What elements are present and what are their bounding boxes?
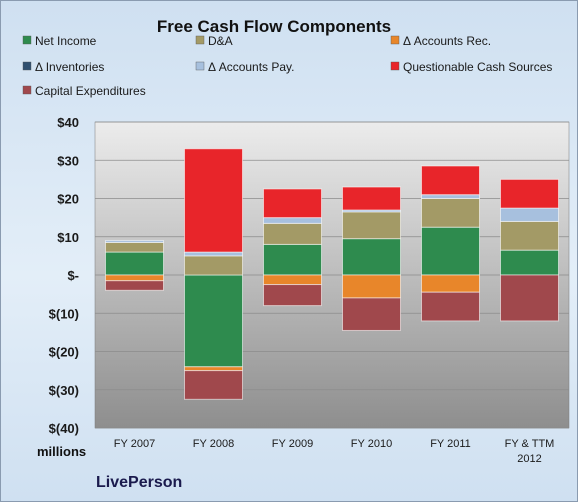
y-tick-label: $30 bbox=[57, 153, 79, 168]
y-tick-label: $(10) bbox=[49, 306, 79, 321]
legend-label-delta-accounts-pay: Δ Accounts Pay. bbox=[208, 60, 295, 74]
bar-questionable-cash-sources bbox=[263, 188, 322, 219]
x-tick-label: FY 2007 bbox=[114, 438, 155, 450]
bar-danda bbox=[421, 198, 480, 228]
bar-delta-accounts-rec bbox=[421, 274, 480, 293]
bar-net-income bbox=[105, 251, 164, 276]
bar-delta-accounts-pay bbox=[105, 240, 164, 243]
y-tick-label: $10 bbox=[57, 230, 79, 245]
legend-label-danda: D&A bbox=[208, 34, 233, 48]
legend: Net Income D&A Δ Accounts Rec. Δ Inventorie… bbox=[22, 34, 552, 98]
legend-swatch-questionable-cash-sources bbox=[390, 61, 400, 71]
bars bbox=[105, 148, 559, 400]
bar-delta-accounts-rec bbox=[263, 274, 322, 286]
bar-questionable-cash-sources bbox=[342, 186, 401, 211]
legend-swatch-delta-accounts-rec bbox=[390, 35, 400, 45]
legend-swatch-capital-expenditures bbox=[22, 85, 32, 95]
y-tick-label: $(20) bbox=[49, 345, 79, 360]
x-tick-label: FY 2009 bbox=[272, 438, 313, 450]
bar-delta-accounts-pay bbox=[263, 217, 322, 224]
bar-danda bbox=[184, 255, 243, 276]
x-axis: FY 2007 FY 2008 FY 2009 FY 2010 FY 2011 FY & … bbox=[114, 438, 555, 465]
bar-capital-expenditures bbox=[263, 284, 322, 307]
bar-delta-accounts-rec bbox=[184, 366, 243, 372]
bar-delta-accounts-pay bbox=[500, 207, 559, 222]
x-tick-label: FY & TTM 2012 bbox=[505, 438, 555, 465]
bar-questionable-cash-sources bbox=[184, 148, 243, 253]
bar-capital-expenditures bbox=[342, 297, 401, 331]
company-label: LivePerson bbox=[96, 474, 182, 491]
y-tick-label: $- bbox=[67, 268, 79, 283]
bar-danda bbox=[105, 241, 164, 253]
bar-questionable-cash-sources bbox=[421, 165, 480, 196]
gridlines bbox=[95, 121, 569, 429]
legend-swatch-net-income bbox=[22, 35, 32, 45]
bar-danda bbox=[342, 211, 401, 240]
bar-net-income bbox=[184, 274, 243, 368]
legend-label-net-income: Net Income bbox=[35, 34, 97, 48]
unit-label: millions bbox=[37, 444, 86, 459]
bar-capital-expenditures bbox=[105, 280, 164, 291]
bar-net-income bbox=[263, 243, 322, 276]
x-tick-label: FY 2010 bbox=[351, 438, 392, 450]
y-tick-label: $(40) bbox=[49, 421, 79, 436]
bar-danda bbox=[263, 222, 322, 245]
bar-danda bbox=[500, 220, 559, 251]
y-axis: $40 $30 $20 $10 $- $(10) $(20) $(30) $(40) bbox=[49, 115, 79, 436]
bar-capital-expenditures bbox=[500, 274, 559, 322]
bar-delta-accounts-rec bbox=[105, 274, 164, 282]
y-tick-label: $(30) bbox=[49, 383, 79, 398]
bar-net-income bbox=[342, 238, 401, 276]
bar-delta-accounts-pay bbox=[421, 194, 480, 200]
legend-swatch-delta-inventories bbox=[22, 61, 32, 71]
legend-label-delta-accounts-rec: Δ Accounts Rec. bbox=[403, 34, 491, 48]
chart-title: Free Cash Flow Components bbox=[157, 17, 391, 36]
bar-net-income bbox=[500, 249, 559, 276]
legend-swatch-delta-accounts-pay bbox=[195, 61, 205, 71]
bar-net-income bbox=[421, 226, 480, 276]
legend-label-delta-inventories: Δ Inventories bbox=[35, 60, 104, 74]
bar-delta-accounts-pay bbox=[184, 251, 243, 257]
legend-label-capital-expenditures: Capital Expenditures bbox=[35, 84, 146, 98]
bar-capital-expenditures bbox=[421, 291, 480, 322]
legend-label-questionable-cash-sources: Questionable Cash Sources bbox=[403, 60, 552, 74]
y-tick-label: $20 bbox=[57, 192, 79, 207]
x-tick-label: FY 2011 bbox=[430, 438, 471, 450]
x-tick-label: FY 2008 bbox=[193, 438, 234, 450]
legend-swatch-danda bbox=[195, 35, 205, 45]
y-tick-label: $40 bbox=[57, 115, 79, 130]
bar-delta-accounts-rec bbox=[342, 274, 401, 299]
bar-questionable-cash-sources bbox=[500, 178, 559, 209]
bar-capital-expenditures bbox=[184, 370, 243, 400]
